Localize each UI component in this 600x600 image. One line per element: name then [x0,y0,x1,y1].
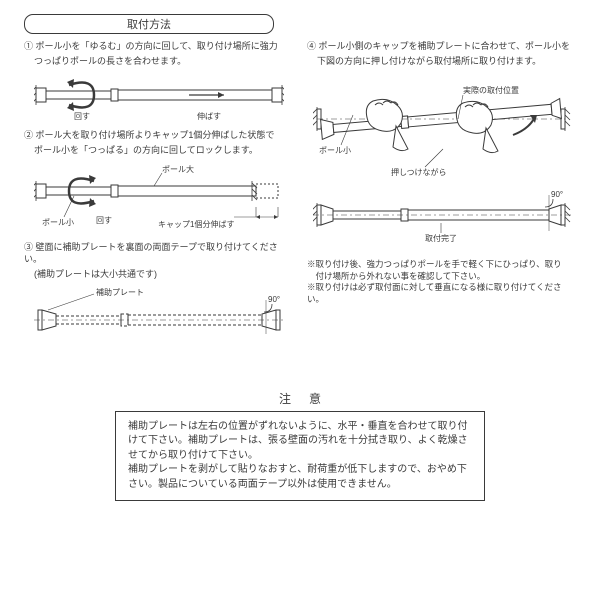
content-columns: ① ポール小を「ゆるむ」の方向に回して、取り付け場所に強力 つっぱりポールの長さ… [24,40,576,364]
label-cap-ext: キャップ1個分伸ばす [158,219,234,229]
label-hojo-plate: 補助プレート [96,287,144,297]
label-jissai: 実際の取付位置 [463,85,519,95]
label-nobasu: 伸ばす [197,111,221,121]
left-column: ① ポール小を「ゆるむ」の方向に回して、取り付け場所に強力 つっぱりポールの長さ… [24,40,293,364]
label-mawasu1: 回す [74,112,90,121]
diagram-2: ポール大 ポール小 回す キャップ1個分伸ばす [24,161,293,233]
step1b-text: つっぱりポールの長さを合わせます。 [24,55,293,67]
caution-section: 注意 補助プレートは左右の位置がずれないように、水平・垂直を合わせて取り付けて下… [24,390,576,502]
label-done: 取付完了 [425,233,457,243]
note1: ※取り付け後、強力つっぱりポールを手で軽く下にひっぱり、取り [307,259,576,270]
step4b-text: 下図の方向に押し付けながら取付場所に取り付けます。 [307,55,576,67]
step2-text: ② ポール大を取り付け場所よりキャップ1個分伸ばした状態で [24,129,293,141]
diagram-1: 回す 伸ばす [24,71,293,121]
step3b-text: (補助プレートは大小共通です) [24,268,293,280]
label-90deg-left: 90° [268,295,280,304]
step4-text: ④ ポール小側のキャップを補助プレートに合わせて、ポール小を [307,40,576,52]
label-mawasu2: 回す [96,216,112,225]
caution-box: 補助プレートは左右の位置がずれないように、水平・垂直を合わせて取り付けて下さい。… [115,411,485,502]
diagram-4: 実際の取付位置 ポール小 押しつけながら [307,71,576,181]
note2: ※取り付けは必ず取付面に対して垂直になる様に取り付けてください。 [307,282,576,305]
step2b-text: ポール小を「つっぱる」の方向に回してロックします。 [24,144,293,156]
label-90deg-right: 90° [551,190,563,199]
title-text: 取付方法 [127,19,171,31]
diagram-5: 90° 取付完了 [307,189,576,251]
note1b: 付け場所から外れない事を確認して下さい。 [307,271,576,282]
label-pole-sho-r: ポール小 [319,146,351,155]
step3-text: ③ 壁面に補助プレートを裏面の両面テープで取り付けてください。 [24,241,293,265]
label-pole-dai: ポール大 [162,164,194,174]
label-push: 押しつけながら [391,167,447,177]
right-column: ④ ポール小側のキャップを補助プレートに合わせて、ポール小を 下図の方向に押し付… [307,40,576,364]
step1-text: ① ポール小を「ゆるむ」の方向に回して、取り付け場所に強力 [24,40,293,52]
label-pole-sho: ポール小 [42,218,74,227]
title-box: 取付方法 [24,14,274,34]
caution-label: 注意 [261,390,339,407]
diagram-3: 補助プレート 90° [24,284,293,356]
caution-body: 補助プレートは左右の位置がずれないように、水平・垂直を合わせて取り付けて下さい。… [128,421,468,490]
